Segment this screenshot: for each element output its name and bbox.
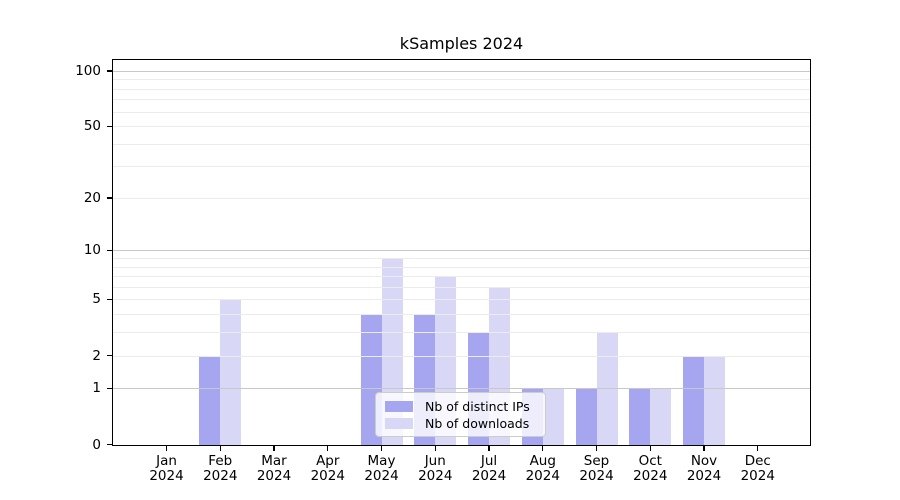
y-tick xyxy=(106,444,112,446)
y-tick xyxy=(106,125,112,127)
bar-ips-oct xyxy=(629,388,651,445)
minor-gridline xyxy=(113,286,810,288)
minor-gridline xyxy=(113,111,810,113)
y-tick xyxy=(106,298,112,301)
major-gridline xyxy=(113,250,810,252)
legend-item-distinct-ips: Nb of distinct IPs xyxy=(385,398,536,415)
x-tick-label: Nov 2024 xyxy=(686,452,722,484)
bar-ips-sep xyxy=(575,388,597,445)
y-tick xyxy=(106,197,112,199)
y-tick xyxy=(106,70,112,72)
bar-ips-feb xyxy=(199,355,221,445)
x-tick-label: Aug 2024 xyxy=(525,452,560,484)
y-tick-label: 20 xyxy=(83,189,101,206)
major-gridline xyxy=(113,388,810,390)
y-tick-label: 0 xyxy=(92,436,101,453)
x-tick-label: May 2024 xyxy=(364,452,399,484)
x-tick xyxy=(649,445,651,451)
major-gridline xyxy=(113,70,810,72)
x-tick xyxy=(757,445,759,451)
minor-gridline xyxy=(113,197,810,199)
minor-gridline xyxy=(113,258,810,259)
x-tick-label: Dec 2024 xyxy=(740,452,775,484)
legend-label-distinct-ips: Nb of distinct IPs xyxy=(425,399,530,414)
minor-gridline xyxy=(113,143,810,145)
x-tick xyxy=(327,445,329,451)
y-tick-label: 10 xyxy=(83,242,101,259)
x-tick xyxy=(165,445,168,451)
bar-downloads-feb xyxy=(220,299,242,445)
x-tick xyxy=(273,445,275,451)
minor-gridline xyxy=(113,276,810,278)
bar-ips-nov xyxy=(683,355,704,445)
bar-downloads-oct xyxy=(650,388,672,445)
x-tick-label: Feb 2024 xyxy=(203,452,238,484)
minor-gridline xyxy=(113,88,810,90)
legend-swatch-downloads xyxy=(385,418,413,429)
y-tick-label: 1 xyxy=(92,380,101,397)
y-tick-label: 50 xyxy=(83,118,101,135)
bar-downloads-aug xyxy=(542,388,564,445)
x-tick-label: Oct 2024 xyxy=(633,452,668,484)
y-tick-label: 5 xyxy=(92,291,101,308)
minor-gridline xyxy=(113,99,810,101)
x-tick xyxy=(595,445,598,451)
bar-downloads-nov xyxy=(704,355,725,445)
x-tick xyxy=(542,445,544,451)
chart-title: kSamples 2024 xyxy=(399,34,524,53)
minor-gridline xyxy=(113,355,810,357)
y-tick xyxy=(106,355,112,357)
x-tick xyxy=(488,445,490,451)
x-tick xyxy=(434,445,436,451)
legend-item-downloads: Nb of downloads xyxy=(385,415,536,432)
minor-gridline xyxy=(113,126,810,128)
x-tick-label: Jan 2024 xyxy=(149,452,184,484)
x-tick-label: Apr 2024 xyxy=(310,452,345,484)
x-tick xyxy=(703,445,705,451)
minor-gridline xyxy=(113,314,810,316)
x-tick-label: Jul 2024 xyxy=(471,452,507,484)
legend-label-downloads: Nb of downloads xyxy=(425,416,530,431)
y-tick-label: 100 xyxy=(75,62,101,79)
x-tick xyxy=(219,445,221,451)
minor-gridline xyxy=(113,299,810,301)
legend: Nb of distinct IPs Nb of downloads xyxy=(375,392,546,437)
x-tick-label: Jun 2024 xyxy=(418,452,453,484)
y-tick xyxy=(106,249,112,252)
plot-area xyxy=(112,59,811,446)
minor-gridline xyxy=(113,79,810,81)
minor-gridline xyxy=(113,332,810,334)
x-tick-label: Mar 2024 xyxy=(256,452,292,484)
minor-gridline xyxy=(113,166,810,168)
minor-gridline xyxy=(113,266,810,268)
legend-swatch-distinct-ips xyxy=(385,401,413,412)
y-tick-label: 2 xyxy=(92,347,101,364)
x-tick-label: Sep 2024 xyxy=(579,452,614,484)
y-tick xyxy=(106,387,112,390)
x-tick xyxy=(380,445,383,451)
